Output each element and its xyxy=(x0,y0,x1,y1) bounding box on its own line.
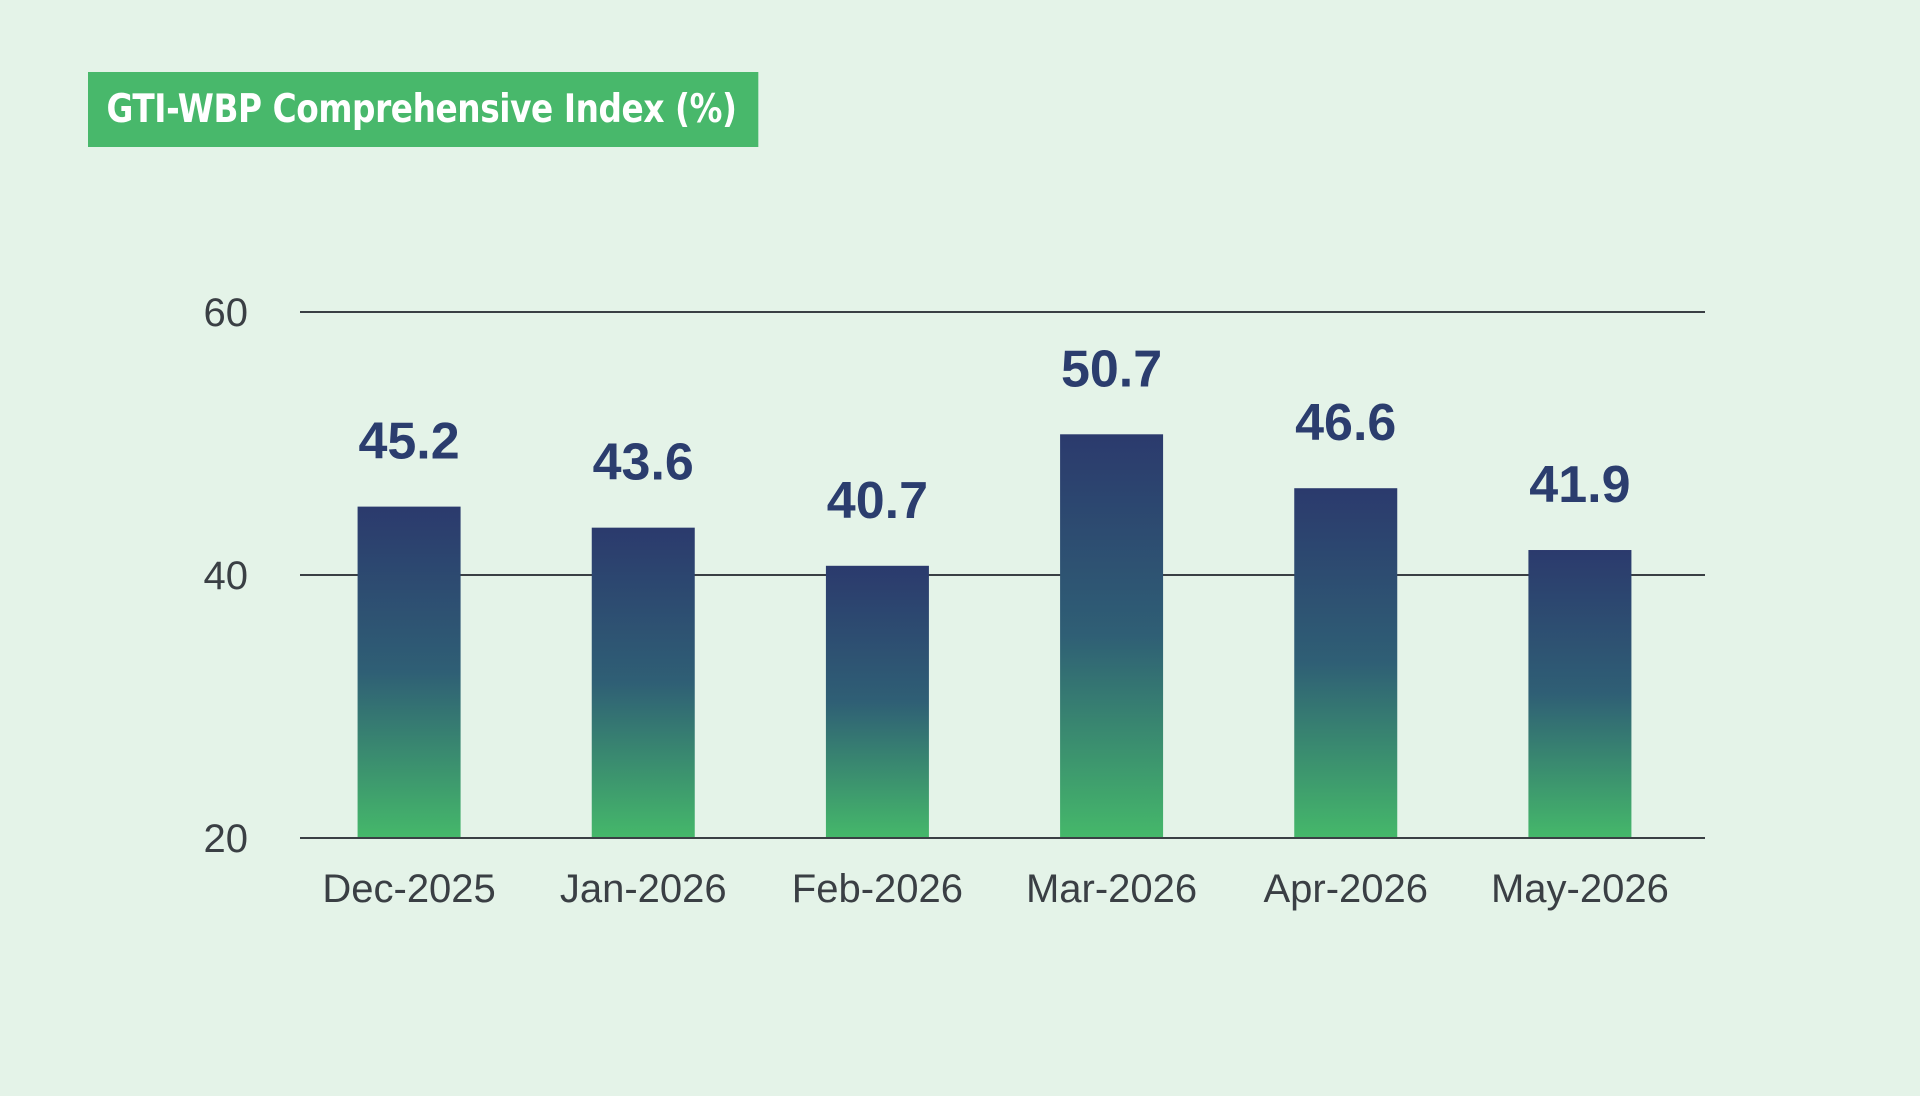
bar-Jan-2026 xyxy=(591,527,695,838)
gridlines xyxy=(300,311,1705,839)
bar-Apr-2026 xyxy=(1294,488,1398,838)
x-tick-label: May-2026 xyxy=(1491,867,1669,911)
bar-May-2026 xyxy=(1528,550,1632,838)
y-tick-label: 20 xyxy=(204,817,249,861)
x-tick-label: Jan-2026 xyxy=(560,867,727,911)
x-tick-label: Apr-2026 xyxy=(1263,867,1428,911)
bar-Dec-2025 xyxy=(357,506,461,838)
value-label: 43.6 xyxy=(593,434,694,492)
bar-Feb-2026 xyxy=(825,565,929,838)
y-tick-label: 40 xyxy=(204,554,249,598)
bars xyxy=(357,434,1632,838)
x-tick-label: Feb-2026 xyxy=(792,867,963,911)
value-label: 50.7 xyxy=(1061,340,1162,398)
value-label: 45.2 xyxy=(358,413,459,471)
value-label: 46.6 xyxy=(1295,394,1396,452)
value-label: 41.9 xyxy=(1529,456,1630,514)
x-tick-label: Mar-2026 xyxy=(1026,867,1197,911)
bar-Mar-2026 xyxy=(1060,434,1164,838)
chart-title: GTI-WBP Comprehensive Index (%) xyxy=(88,72,759,147)
value-label: 40.7 xyxy=(827,472,928,530)
y-tick-label: 60 xyxy=(204,291,249,335)
labels: 20 40 60 45.2 Dec-2025 43.6 Jan-2026 40.7 Feb-20… xyxy=(204,291,1705,911)
x-tick-label: Dec-2025 xyxy=(322,867,495,911)
